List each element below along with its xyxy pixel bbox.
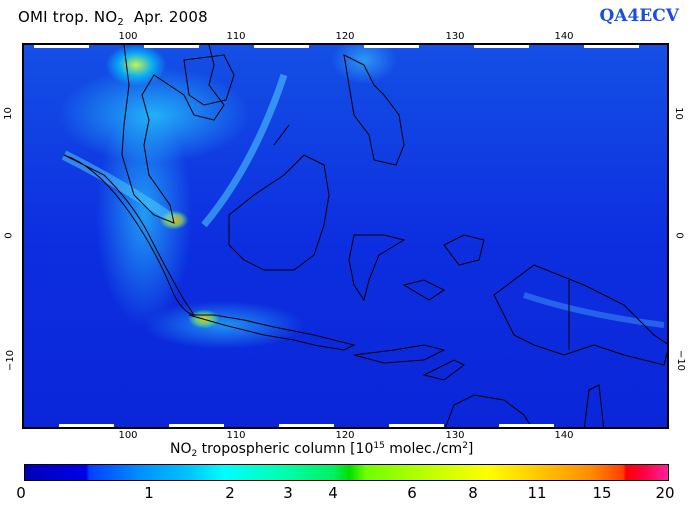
x-tick-top: 100 <box>118 31 138 42</box>
x-tick-bottom: 110 <box>226 430 246 441</box>
colorbar <box>24 464 669 481</box>
colorbar-label: 11 <box>527 484 547 502</box>
title-text: OMI trop. NO <box>18 8 118 26</box>
x-tick-top: 130 <box>445 31 465 42</box>
colorbar-label: 2 <box>225 484 235 502</box>
y-tick-right: 0 <box>673 232 685 239</box>
x-tick-bottom: 130 <box>445 430 465 441</box>
y-tick-left: −10 <box>5 349 17 372</box>
cbar-title-part: NO <box>170 441 192 457</box>
page-title: OMI trop. NO2 Apr. 2008 <box>18 8 208 28</box>
x-tick-top: 120 <box>335 31 355 42</box>
axis-tick-segment <box>34 45 89 48</box>
axis-tick-segment <box>584 45 639 48</box>
axis-tick-segment <box>144 45 199 48</box>
brand-label: QA4ECV <box>599 6 679 26</box>
cbar-title-sup: 15 <box>373 441 385 451</box>
axis-tick-segment <box>279 424 334 427</box>
x-tick-bottom: 100 <box>118 430 138 441</box>
y-tick-right: 10 <box>672 107 684 120</box>
colorbar-label: 1 <box>144 484 154 502</box>
colorbar-title: NO2 tropospheric column [1015 molec./cm2… <box>170 441 473 459</box>
cbar-title-part: molec./cm <box>384 441 463 457</box>
colorbar-label: 0 <box>16 484 26 502</box>
x-tick-top: 140 <box>554 31 574 42</box>
cbar-title-sup: 2 <box>462 441 468 451</box>
colorbar-label: 3 <box>283 484 293 502</box>
cbar-title-sub: 2 <box>191 449 198 459</box>
axis-tick-segment <box>364 45 419 48</box>
x-tick-top: 110 <box>226 31 246 42</box>
y-tick-right: −10 <box>675 349 687 372</box>
axis-tick-segment <box>474 45 529 48</box>
x-tick-bottom: 140 <box>554 430 574 441</box>
no2-map <box>22 43 669 429</box>
title-date: Apr. 2008 <box>133 8 208 26</box>
colorbar-label: 6 <box>407 484 417 502</box>
colorbar-label: 20 <box>655 484 675 502</box>
axis-tick-segment <box>59 424 114 427</box>
title-subscript: 2 <box>117 17 124 28</box>
cbar-title-part: tropospheric column [10 <box>197 441 374 457</box>
axis-tick-segment <box>499 424 554 427</box>
colorbar-label: 8 <box>468 484 478 502</box>
cbar-title-part: ] <box>467 441 474 457</box>
colorbar-label: 4 <box>328 484 338 502</box>
colorbar-label: 15 <box>592 484 612 502</box>
axis-tick-segment <box>254 45 309 48</box>
axis-tick-segment <box>169 424 224 427</box>
coastline-overlay <box>61 45 667 427</box>
y-tick-left: 0 <box>3 232 15 239</box>
y-tick-left: 10 <box>2 107 14 120</box>
axis-tick-segment <box>389 424 444 427</box>
x-tick-bottom: 120 <box>335 430 355 441</box>
